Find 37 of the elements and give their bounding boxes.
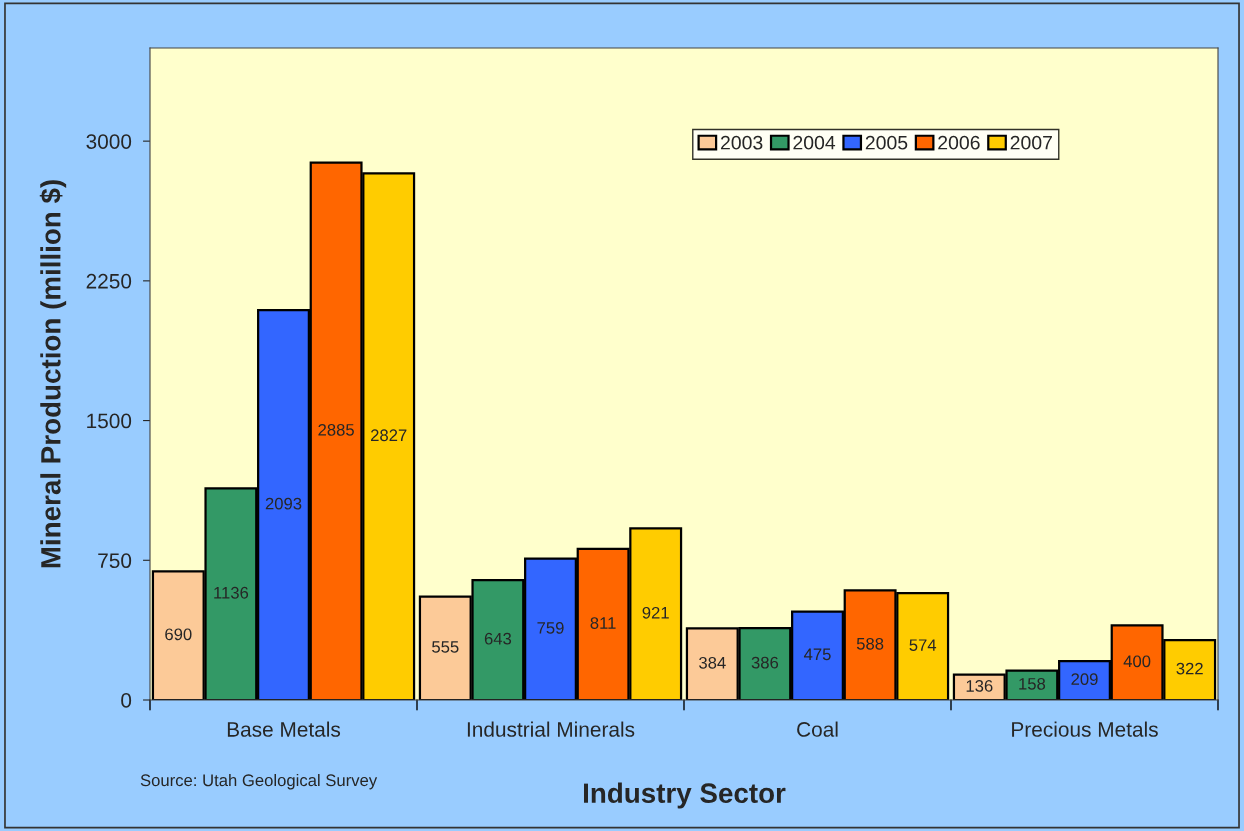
data-label: 921 [642,606,669,619]
data-label: 759 [537,621,564,634]
data-label: 384 [699,656,726,669]
data-label: 555 [432,641,459,653]
x-tick-label: Coal [797,721,838,737]
data-label: 158 [1019,677,1046,690]
y-axis-title: Mineral Production (million $) [39,180,67,568]
data-label: 386 [751,656,779,669]
x-tick-label: Base Metals [227,721,341,737]
legend-label: 2006 [938,135,980,150]
y-tick-label: 0 [121,693,132,708]
legend-label: 2005 [865,135,908,150]
y-tick-label: 750 [98,553,132,569]
data-label: 811 [590,617,616,629]
data-label: 400 [1123,655,1151,668]
y-tick-label: 1500 [87,413,132,429]
data-label: 475 [803,648,831,661]
legend-label: 2003 [720,135,763,150]
data-label: 2885 [318,423,354,436]
data-label: 136 [966,680,993,692]
data-label: 643 [484,632,512,645]
source-note: Source: Utah Geological Survey [140,773,378,790]
data-label: 322 [1176,662,1203,675]
x-tick-label: Precious Metals [1012,721,1158,737]
data-label: 588 [856,637,884,650]
data-label: 1136 [214,586,249,599]
x-axis-title: Industry Sector [583,782,786,809]
y-tick-label: 3000 [86,134,132,149]
data-label: 209 [1071,673,1098,686]
data-label: 574 [909,639,937,652]
data-label: 2093 [265,497,302,510]
x-tick-label: Industrial Minerals [467,721,635,737]
y-tick-label: 2250 [86,273,132,289]
legend-label: 2007 [1010,135,1052,150]
data-label: 2827 [371,429,407,442]
data-label: 690 [165,628,192,641]
legend-label: 2004 [793,135,836,150]
